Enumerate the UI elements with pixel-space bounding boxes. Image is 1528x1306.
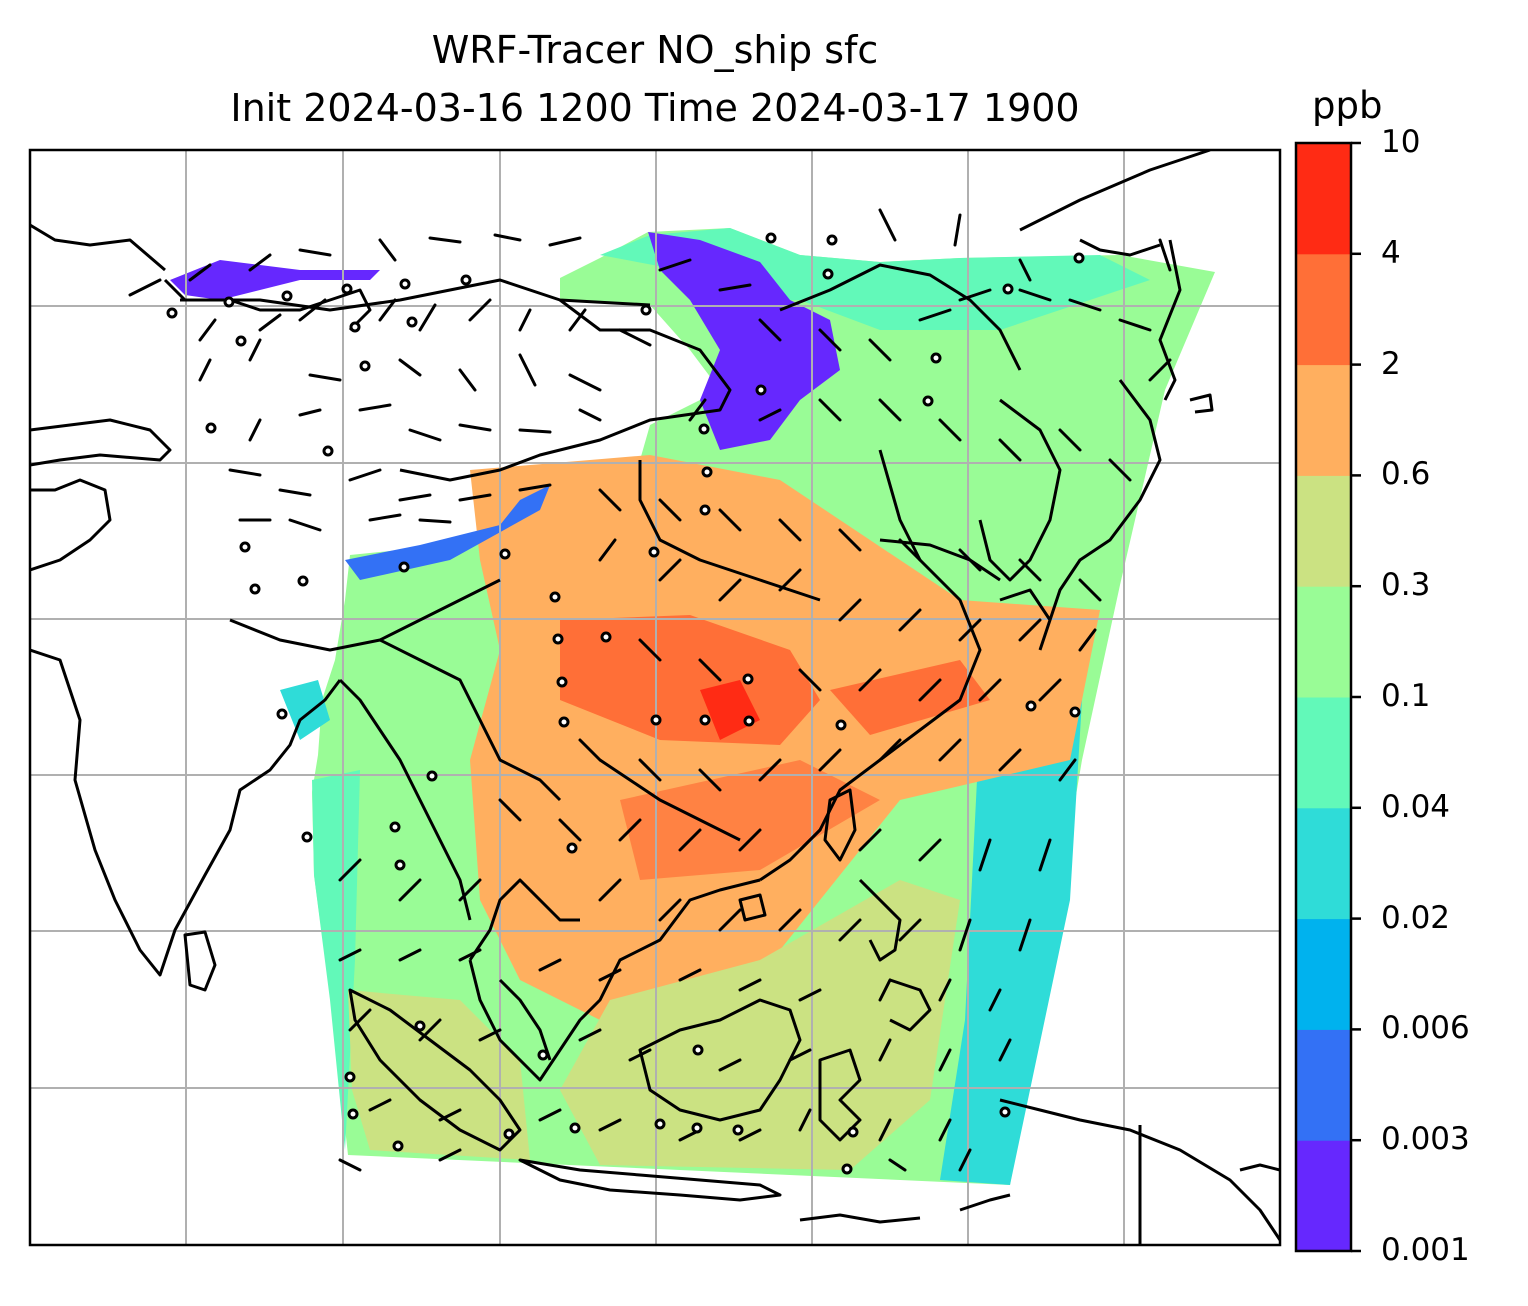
- colorbar-segment: [1296, 697, 1351, 809]
- colorbar-segment: [1296, 475, 1351, 587]
- map-title: WRF-Tracer NO_ship sfc: [431, 28, 879, 72]
- coast-japan: [1048, 379, 1162, 621]
- field-very-low-mongolia: [648, 232, 840, 450]
- coast-korea: [978, 398, 1062, 582]
- coast-hainan: [738, 893, 767, 922]
- colorbar-tick-label: 0.02: [1381, 899, 1451, 936]
- field-high-south-china-strip: [620, 760, 880, 880]
- colorbar-tick-label: 0.001: [1381, 1232, 1470, 1268]
- field-low-eastern-ocean: [940, 700, 1082, 1185]
- colorbar-segment: [1296, 143, 1351, 255]
- field-low-western-ocean: [312, 770, 360, 1150]
- colorbar: [1294, 141, 1361, 1253]
- coast-india: [30, 648, 342, 977]
- coast-java: [518, 1158, 782, 1202]
- border-china-russia-north: [779, 263, 1022, 371]
- map-subtitle: Init 2024-03-16 1200 Time 2024-03-17 190…: [230, 86, 1080, 130]
- colorbar-tick-label: 0.1: [1381, 678, 1431, 714]
- coast-sulawesi: [818, 1048, 862, 1142]
- colorbar-tick-label: 10: [1381, 124, 1421, 160]
- field-mongolia-low: [600, 228, 1150, 330]
- field-very-low-kazakh: [170, 260, 380, 300]
- coast-philippines-mindanao: [889, 978, 932, 1032]
- colorbar-tick-label: 0.006: [1381, 1010, 1470, 1047]
- field-very-low-tibet-edge: [345, 485, 550, 580]
- coast-sea-of-okhotsk: [1079, 238, 1161, 257]
- coastlines: [30, 150, 1280, 1245]
- border-china-vietnam: [599, 758, 741, 842]
- coast-hokkaido: [1189, 393, 1214, 414]
- coast-japan-kyushu: [999, 588, 1052, 651]
- colorbar-segment: [1296, 807, 1351, 920]
- tracer-field: [170, 228, 1215, 1185]
- coast-yellow-sea: [879, 538, 1001, 582]
- colorbar-segment: [1296, 253, 1351, 366]
- border-myanmar: [379, 638, 562, 802]
- wind-barbs: [128, 208, 1172, 1172]
- colorbar-segment: [1296, 1029, 1351, 1141]
- gridlines: [30, 150, 1280, 1245]
- coast-gulf-of-thailand: [468, 878, 580, 961]
- coast-lesser-sunda: [799, 1213, 921, 1224]
- coast-new-guinea: [999, 1098, 1280, 1241]
- colorbar-tick-label: 0.04: [1381, 788, 1451, 825]
- coast-kamchatka-south: [1158, 239, 1182, 401]
- coast-indochina: [468, 878, 761, 1082]
- coast-malay-peninsula: [498, 978, 552, 1061]
- colorbar-unit-label: ppb: [1312, 84, 1383, 127]
- colorbar-tick-label: 0.6: [1381, 456, 1431, 493]
- field-high-yellow-sea: [830, 660, 990, 735]
- colorbar-tick-label: 0.003: [1381, 1121, 1470, 1158]
- field-low-bay-of-bengal-edge: [280, 680, 330, 740]
- coast-taiwan: [823, 788, 857, 862]
- calm-wind-markers: [166, 232, 1085, 1175]
- coast-sri-lanka: [183, 930, 217, 992]
- border-china-mongolia: [399, 298, 732, 482]
- coast-bay-of-bengal-east: [338, 678, 472, 921]
- colorbar-tick-label: 4: [1381, 234, 1401, 271]
- colorbar-tick-label: 2: [1381, 345, 1401, 382]
- coast-persian-gulf: [30, 418, 172, 467]
- border-china-internal: [638, 460, 821, 602]
- coast-black-sea-north: [30, 223, 166, 272]
- coast-australia-north: [1239, 1163, 1280, 1172]
- colorbar-ticks: [1351, 141, 1361, 1253]
- colorbar-segment: [1296, 364, 1351, 476]
- coast-sakhalin: [1019, 150, 1211, 232]
- coast-arabian-sea-north: [30, 478, 112, 572]
- field-max-core: [700, 680, 760, 740]
- field-mid-java-sea: [348, 990, 530, 1160]
- colorbar-segment: [1296, 918, 1351, 1030]
- colorbar-tick-label: 0.3: [1381, 567, 1431, 604]
- colorbar-segments: [1296, 143, 1351, 1252]
- coast-philippines-luzon: [858, 878, 902, 962]
- colorbar-segment: [1296, 1140, 1351, 1252]
- border-tibet: [229, 578, 501, 652]
- coast-timor: [959, 1193, 1011, 1212]
- map-frame: [28, 148, 1282, 1247]
- colorbar-segment: [1296, 586, 1351, 698]
